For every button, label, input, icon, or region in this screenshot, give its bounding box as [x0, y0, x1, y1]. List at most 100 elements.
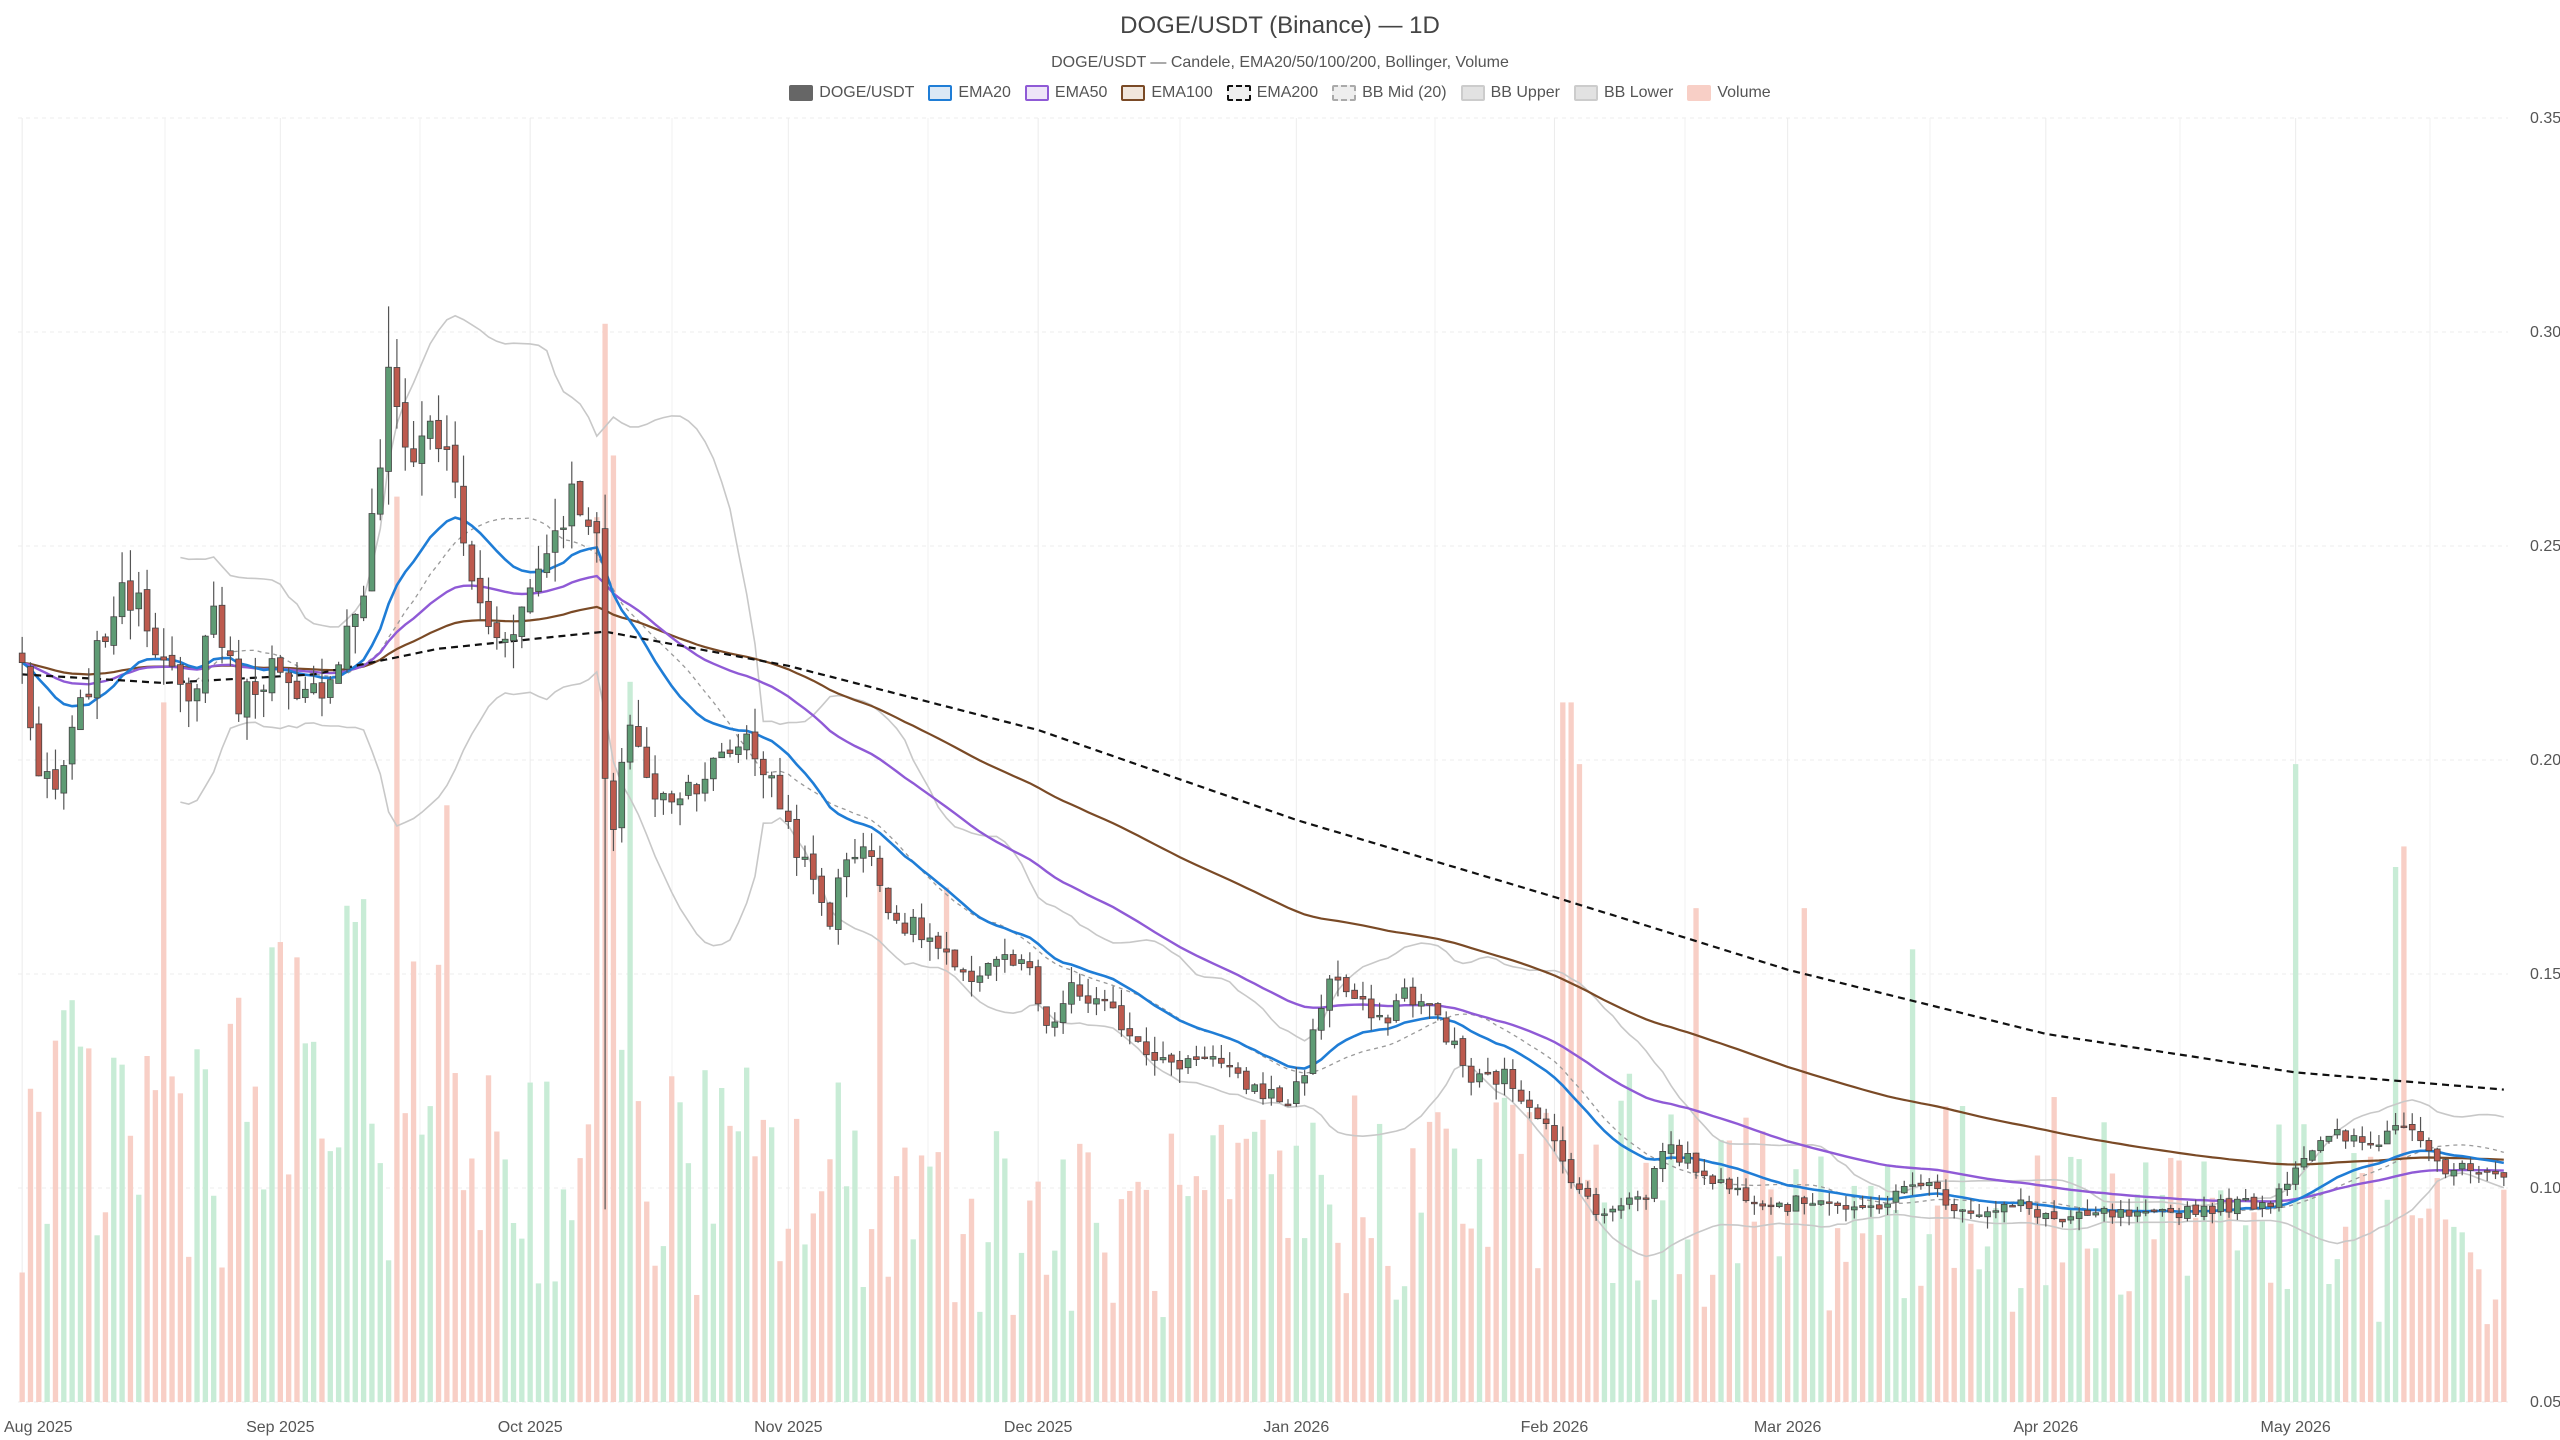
legend-item[interactable]: DOGE/USDT: [789, 84, 914, 102]
candle-body: [18, 652, 26, 664]
volume-bar: [885, 1276, 891, 1402]
volume-bar: [2093, 1248, 2099, 1402]
candle-body: [1592, 1194, 1600, 1215]
candle-body: [2275, 1188, 2283, 1208]
volume-bar: [1485, 1246, 1491, 1402]
volume-bar: [410, 961, 417, 1402]
candle-body: [1226, 1065, 1234, 1068]
volume-bar: [827, 1159, 833, 1402]
volume-bar: [377, 1163, 383, 1402]
volume-bar: [2334, 1259, 2340, 1402]
volume-bar: [1493, 1102, 1499, 1402]
legend-item[interactable]: EMA50: [1024, 84, 1108, 102]
volume-bar: [1110, 1302, 1116, 1402]
candle-body: [676, 798, 684, 806]
volume-bar: [2009, 1311, 2016, 1402]
volume-bar: [452, 1073, 458, 1402]
volume-bar: [261, 1189, 267, 1402]
volume-bar: [1451, 1148, 1458, 1402]
candle-body: [901, 922, 909, 934]
candle-body: [959, 969, 967, 973]
volume-bar: [952, 1302, 958, 1402]
candle-body: [984, 963, 992, 976]
legend-item[interactable]: Volume: [1687, 84, 1771, 102]
legend-item[interactable]: EMA100: [1121, 84, 1213, 102]
candle-body: [2125, 1209, 2133, 1217]
candle-body: [1684, 1153, 1692, 1164]
candle-body: [751, 731, 759, 760]
candle-body: [526, 587, 534, 613]
candle-body: [884, 887, 892, 914]
volume-bar: [1576, 764, 1583, 1402]
volume-bar: [2226, 1197, 2232, 1402]
legend-label: EMA50: [1054, 84, 1108, 101]
volume-bar: [1843, 1261, 1849, 1402]
candle-body: [1359, 995, 1367, 1000]
volume-bar: [677, 1102, 683, 1402]
candle-body: [35, 723, 43, 777]
volume-bar: [519, 1238, 525, 1402]
volume-bar: [744, 1067, 750, 1402]
legend-item[interactable]: EMA200: [1226, 84, 1318, 102]
legend-item[interactable]: EMA20: [928, 84, 1011, 102]
volume-bar: [2193, 1217, 2199, 1402]
volume-bar: [1809, 1202, 1816, 1402]
volume-bar: [2367, 1156, 2374, 1402]
candle-body: [1193, 1056, 1200, 1060]
volume-bar: [660, 1246, 667, 1402]
candle-body: [1209, 1056, 1217, 1060]
volume-bar: [719, 1088, 725, 1402]
legend-label: Volume: [1717, 84, 1771, 101]
candle-body: [1259, 1083, 1267, 1100]
volume-bar: [544, 1081, 550, 1402]
volume-bar: [2084, 1248, 2091, 1402]
candle-body: [843, 859, 850, 878]
volume-bar: [2034, 1155, 2041, 1402]
candle-body: [1109, 1001, 1117, 1009]
volume-bar: [2234, 1250, 2241, 1402]
candle-body: [518, 606, 526, 637]
candle-body: [1218, 1057, 1225, 1064]
candle-body: [1859, 1205, 1866, 1208]
volume-bar: [1260, 1119, 1266, 1402]
volume-bar: [136, 1194, 142, 1402]
bb-lower-line: [180, 670, 2505, 1258]
volume-bar: [1127, 1190, 1133, 1402]
candle-body: [1168, 1054, 1175, 1063]
volume-bar: [2417, 1218, 2424, 1402]
candle-body: [618, 761, 626, 829]
candle-body: [2358, 1136, 2366, 1143]
candle-body: [218, 604, 226, 648]
candle-body: [501, 638, 509, 643]
legend-swatch: [1121, 85, 1146, 101]
volume-bar: [2467, 1252, 2474, 1402]
volume-bar: [494, 1131, 500, 1402]
volume-bar: [1826, 1310, 1832, 1402]
bb-mid-line: [180, 517, 2504, 1215]
volume-bar: [1077, 1143, 1083, 1402]
legend-swatch: [1332, 85, 1357, 101]
volume-bar: [127, 1135, 134, 1402]
candle-body: [2092, 1212, 2100, 1216]
chart-subtitle: DOGE/USDT — Candele, EMA20/50/100/200, B…: [1051, 54, 1509, 71]
candle-body: [1850, 1206, 1858, 1211]
candle-body: [651, 773, 659, 800]
legend-item[interactable]: BB Upper: [1460, 84, 1560, 102]
candle-body: [2259, 1202, 2266, 1209]
volume-bar: [1060, 1159, 1066, 1402]
volume-bar: [1143, 1189, 1150, 1402]
candle-body: [793, 818, 800, 858]
legend-item[interactable]: BB Mid (20): [1332, 84, 1447, 102]
candle-body: [252, 681, 259, 695]
volume-bar: [935, 1152, 941, 1402]
candle-body: [593, 521, 601, 534]
candle-body: [776, 774, 784, 810]
candle-body: [1268, 1088, 1275, 1099]
candle-body: [443, 446, 451, 450]
candle-body: [1093, 998, 1100, 1005]
candle-body: [826, 902, 834, 927]
candle-body: [2217, 1199, 2225, 1212]
volume-bar: [802, 1244, 808, 1402]
legend-item[interactable]: BB Lower: [1573, 84, 1673, 102]
volume-bar: [1468, 1228, 1474, 1402]
